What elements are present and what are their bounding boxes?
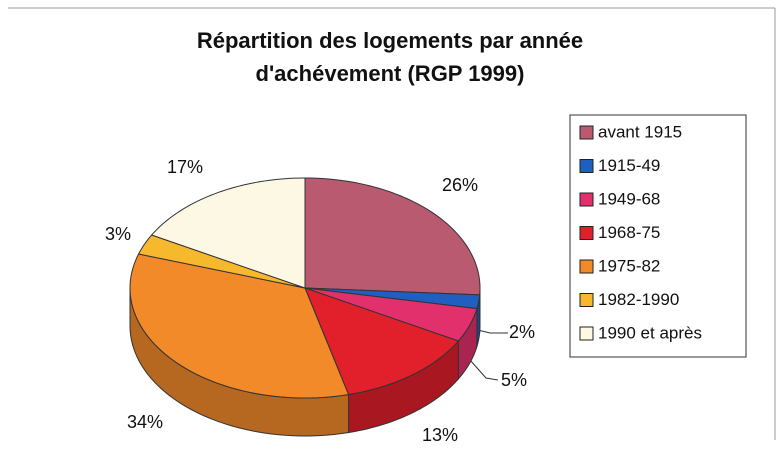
data-label: 26% <box>442 175 478 195</box>
legend-label: 1915-49 <box>598 156 660 175</box>
pie-slice <box>137 234 306 289</box>
legend-swatch <box>579 159 594 173</box>
data-label: 34% <box>127 412 163 432</box>
leader-line <box>469 359 499 381</box>
pie-slice <box>304 177 481 296</box>
legend-label: 1975-82 <box>598 256 660 275</box>
data-label: 5% <box>501 370 527 390</box>
data-label: 17% <box>167 157 203 177</box>
legend-label: avant 1915 <box>598 122 682 141</box>
legend-swatch <box>579 192 594 207</box>
legend-label: 1968-75 <box>598 223 660 242</box>
legend-label: 1982-1990 <box>598 290 679 309</box>
pie-slice <box>304 287 460 396</box>
data-label: 3% <box>105 224 131 244</box>
pie-slice <box>129 253 350 399</box>
chart-title: Répartition des logements par année d'ac… <box>196 28 584 86</box>
leader-line <box>477 329 508 334</box>
legend-box <box>569 114 747 358</box>
pie-slice <box>304 287 478 342</box>
legend-swatch <box>579 326 594 341</box>
legend-label: 1990 et après <box>598 323 702 342</box>
legend-label: 1949-68 <box>598 189 660 208</box>
data-label: 2% <box>509 322 535 342</box>
legend-swatch <box>579 293 594 307</box>
pie-slice <box>150 177 306 289</box>
legend-swatch <box>579 259 594 274</box>
legend-swatch <box>579 226 594 240</box>
data-label: 13% <box>422 425 458 445</box>
legend-swatch <box>579 125 594 140</box>
